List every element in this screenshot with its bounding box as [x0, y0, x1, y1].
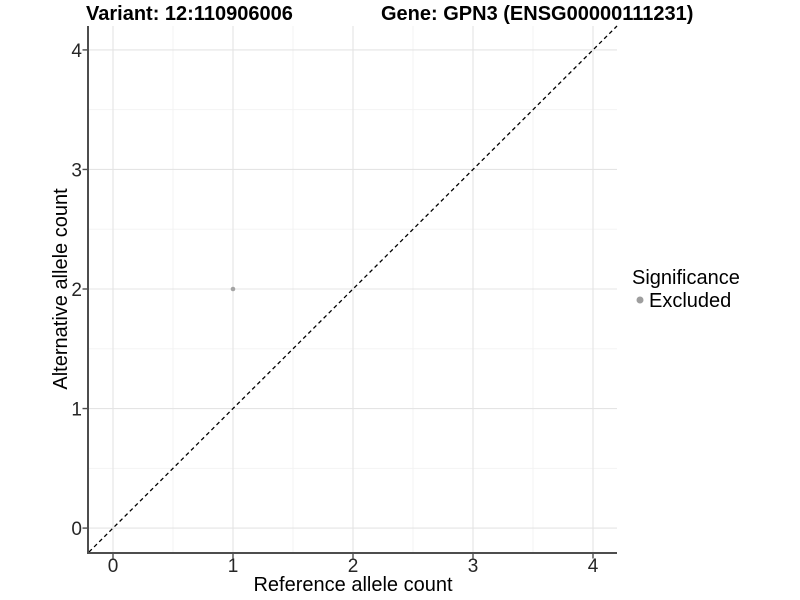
x-tick-labels: 0 1 2 3 4 — [108, 556, 599, 577]
major-gridlines — [89, 26, 617, 552]
y-tick-label: 2 — [71, 280, 82, 301]
y-tick-label: 0 — [71, 519, 82, 540]
identity-dashed-line — [88, 25, 618, 553]
y-axis-title: Alternative allele count — [50, 188, 72, 390]
x-tick-label: 2 — [348, 556, 359, 577]
axis-lines — [87, 26, 617, 554]
y-tick-labels: 0 1 2 3 4 — [71, 41, 82, 540]
legend: Significance Excluded — [632, 267, 740, 312]
x-axis-title: Reference allele count — [253, 574, 452, 596]
gene-title: Gene: GPN3 (ENSG00000111231) — [381, 3, 693, 25]
data-point-excluded — [230, 286, 236, 292]
legend-label-excluded: Excluded — [649, 290, 731, 312]
x-tick-label: 1 — [228, 556, 239, 577]
x-tick-label: 3 — [468, 556, 479, 577]
x-tick-label: 0 — [108, 556, 119, 577]
axis-tick-marks — [82, 49, 594, 559]
variant-title: Variant: 12:110906006 — [86, 3, 293, 25]
legend-point-excluded-icon — [636, 296, 644, 304]
legend-title: Significance — [632, 267, 740, 289]
y-tick-label: 4 — [71, 41, 82, 62]
y-tick-label: 3 — [71, 160, 82, 181]
data-points — [230, 286, 236, 292]
y-tick-label: 1 — [71, 400, 82, 421]
x-tick-label: 4 — [588, 556, 599, 577]
